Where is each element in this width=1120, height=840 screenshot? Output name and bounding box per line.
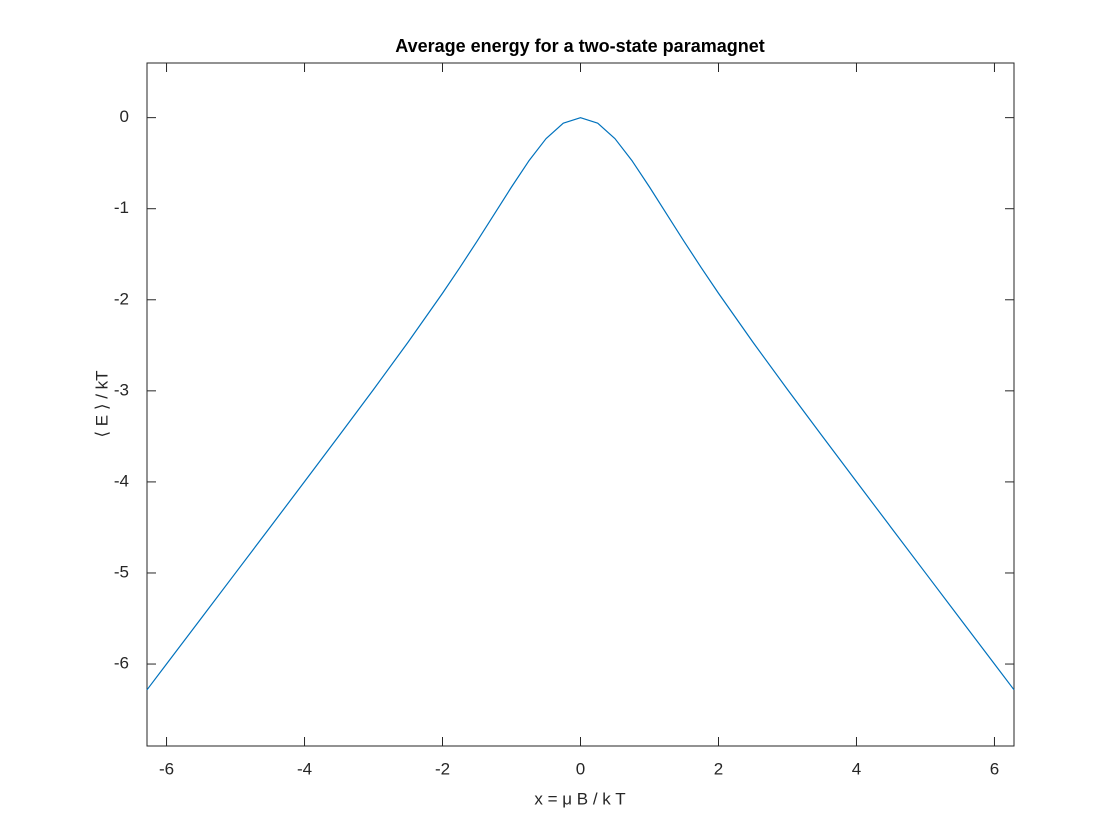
y-tick-label: -2 — [114, 289, 129, 308]
x-tick-label: 0 — [576, 759, 585, 778]
y-tick-label: -5 — [114, 562, 129, 581]
y-tick-label: -4 — [114, 471, 129, 490]
plot-area — [146, 62, 1015, 747]
chart-title: Average energy for a two-state paramagne… — [395, 36, 764, 56]
x-tick-label: 6 — [990, 759, 999, 778]
y-tick-label: -6 — [114, 654, 129, 673]
y-axis-label: ⟨ E ⟩ / kT — [92, 370, 111, 437]
x-tick-label: -4 — [297, 759, 312, 778]
y-tick-label: -3 — [114, 380, 129, 399]
x-tick-label: 2 — [714, 759, 723, 778]
x-tick-label: 4 — [852, 759, 861, 778]
x-tick-label: -2 — [435, 759, 450, 778]
x-tick-label: -6 — [159, 759, 174, 778]
data-line — [146, 117, 1015, 691]
x-axis-label: x = μ B / k T — [534, 789, 625, 808]
y-tick-label: -1 — [114, 198, 129, 217]
y-tick-label: 0 — [120, 107, 129, 126]
